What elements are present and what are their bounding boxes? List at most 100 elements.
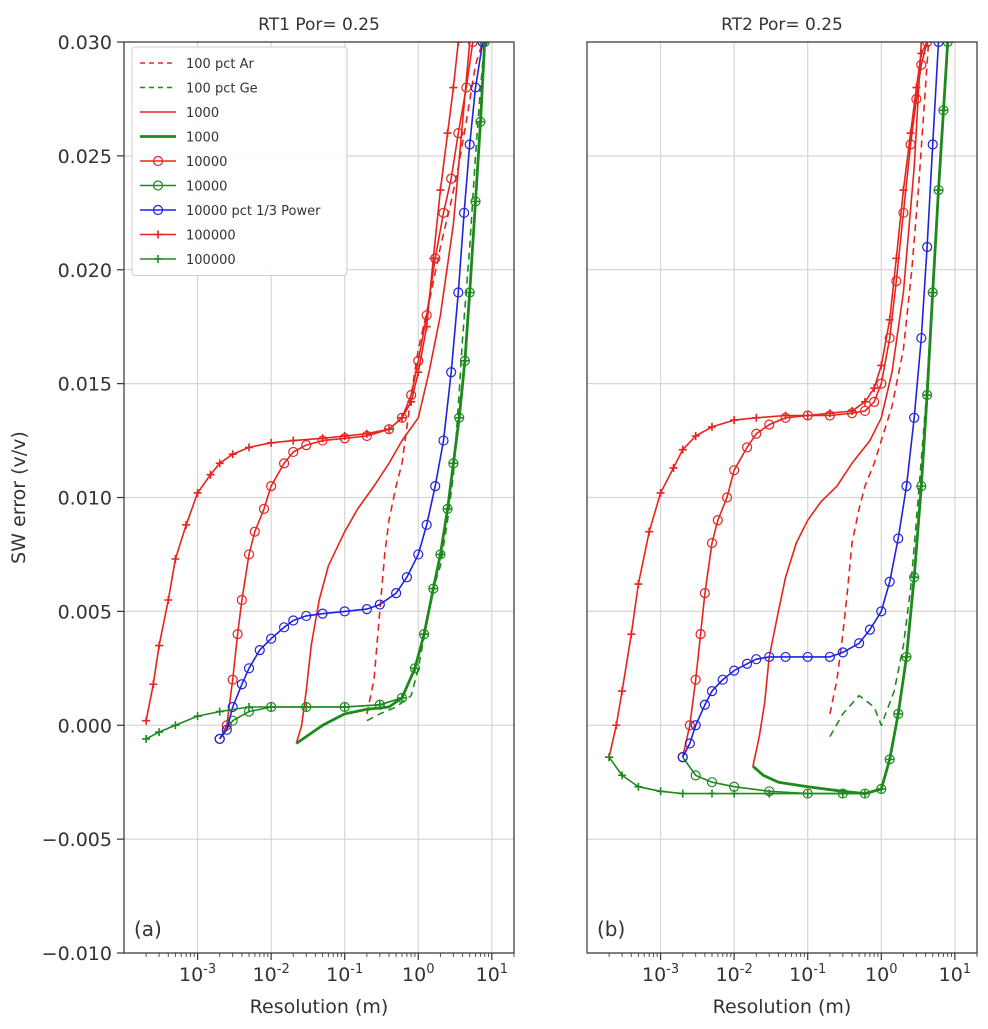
minor-ticks: [145, 953, 515, 957]
series-point: [340, 703, 349, 712]
series-group: [605, 42, 953, 799]
series-point: [922, 42, 933, 48]
series-point: [678, 445, 687, 454]
series-point: [302, 703, 311, 712]
series-point: [446, 173, 457, 184]
x-tick-label: 10-1: [326, 962, 363, 986]
series-line-0: [366, 42, 484, 715]
x-tick-label: 10-2: [253, 962, 290, 986]
series-point: [215, 707, 224, 716]
x-axis-label: Resolution (m): [713, 996, 852, 1018]
legend: 100 pct Ar 100 pct Ge 1000 1000 10000 10000 10…: [131, 46, 348, 276]
series-point: [422, 322, 431, 331]
series-point: [467, 42, 478, 48]
y-tick-labels: 0.030 0.025 0.020 0.015 0.010 0.005 0.000 −0.00…: [42, 32, 124, 965]
series-line-4: [218, 42, 474, 740]
series-point: [691, 432, 700, 441]
series-point: [706, 777, 718, 788]
series-point: [453, 287, 464, 298]
series-line-6: [219, 42, 484, 740]
legend-marker: [152, 204, 164, 216]
series-point: [911, 93, 922, 105]
series-point: [825, 409, 834, 418]
legend-marker: [152, 180, 164, 191]
series-point: [266, 633, 277, 644]
series-point: [741, 442, 753, 453]
series-point: [939, 106, 948, 115]
series-point: [429, 254, 438, 263]
series-point: [627, 630, 636, 639]
series-point: [429, 584, 438, 593]
series-point: [266, 481, 277, 492]
series-point: [228, 450, 237, 459]
series-point: [699, 699, 710, 710]
series-point: [171, 554, 180, 563]
series-point: [362, 429, 371, 438]
series-point: [780, 651, 791, 663]
series-point: [193, 712, 202, 721]
series-line-8: [608, 42, 949, 795]
series-point: [618, 771, 627, 780]
series-point: [707, 422, 716, 431]
legend-label: 1000: [186, 106, 219, 121]
series-point: [877, 785, 886, 794]
series-point: [443, 129, 452, 138]
series-point: [142, 734, 151, 743]
series-point: [656, 488, 665, 497]
series-point: [278, 622, 290, 633]
y-axis-label: SW error (v/v): [8, 431, 30, 564]
series-point: [396, 692, 408, 704]
series-point: [413, 549, 424, 560]
series-point: [476, 117, 485, 126]
panel-label: (a): [134, 917, 162, 941]
x-tick-label: 100: [402, 962, 434, 986]
series-point: [449, 83, 458, 92]
series-point: [206, 470, 215, 479]
series-point: [414, 368, 423, 377]
series-point: [634, 580, 643, 589]
legend-label: 1000: [186, 131, 219, 146]
series-point: [385, 425, 394, 434]
series-point: [249, 526, 260, 537]
legend-marker: [154, 230, 162, 239]
series-point: [707, 789, 716, 798]
series-point: [934, 186, 943, 195]
series-line-2: [752, 42, 923, 767]
series-point: [221, 724, 232, 735]
series-point: [164, 595, 173, 604]
series-point: [480, 42, 489, 46]
series-point: [859, 405, 871, 417]
series-point: [289, 436, 298, 445]
series-point: [917, 49, 926, 58]
series-point: [803, 411, 812, 420]
series-point: [656, 787, 665, 796]
minor-ticks: [608, 953, 978, 957]
series-point: [848, 406, 857, 415]
series-point: [899, 186, 908, 195]
series-point: [884, 332, 895, 344]
legend-item: 100000: [140, 253, 236, 268]
series-point: [712, 515, 723, 526]
series-point: [243, 663, 255, 674]
series-point: [884, 576, 895, 587]
series-point: [227, 701, 238, 713]
series-point: [729, 665, 740, 676]
legend-label: 100 pct Ge: [186, 82, 258, 97]
series-point: [838, 789, 847, 798]
series-point: [214, 733, 225, 745]
series-point: [860, 789, 869, 798]
series-point: [917, 482, 926, 491]
series-point: [236, 679, 247, 690]
series-point: [391, 588, 402, 599]
series-point: [876, 606, 887, 617]
series-line-0: [829, 42, 930, 715]
series-point: [455, 413, 464, 422]
series-point: [869, 396, 880, 407]
legend-label: 10000: [186, 155, 227, 170]
series-point: [420, 630, 429, 639]
panel-label: (b): [597, 917, 625, 941]
series-point: [706, 685, 718, 697]
series-point: [690, 770, 701, 781]
series-line-7: [608, 42, 928, 758]
series-point: [824, 651, 835, 663]
